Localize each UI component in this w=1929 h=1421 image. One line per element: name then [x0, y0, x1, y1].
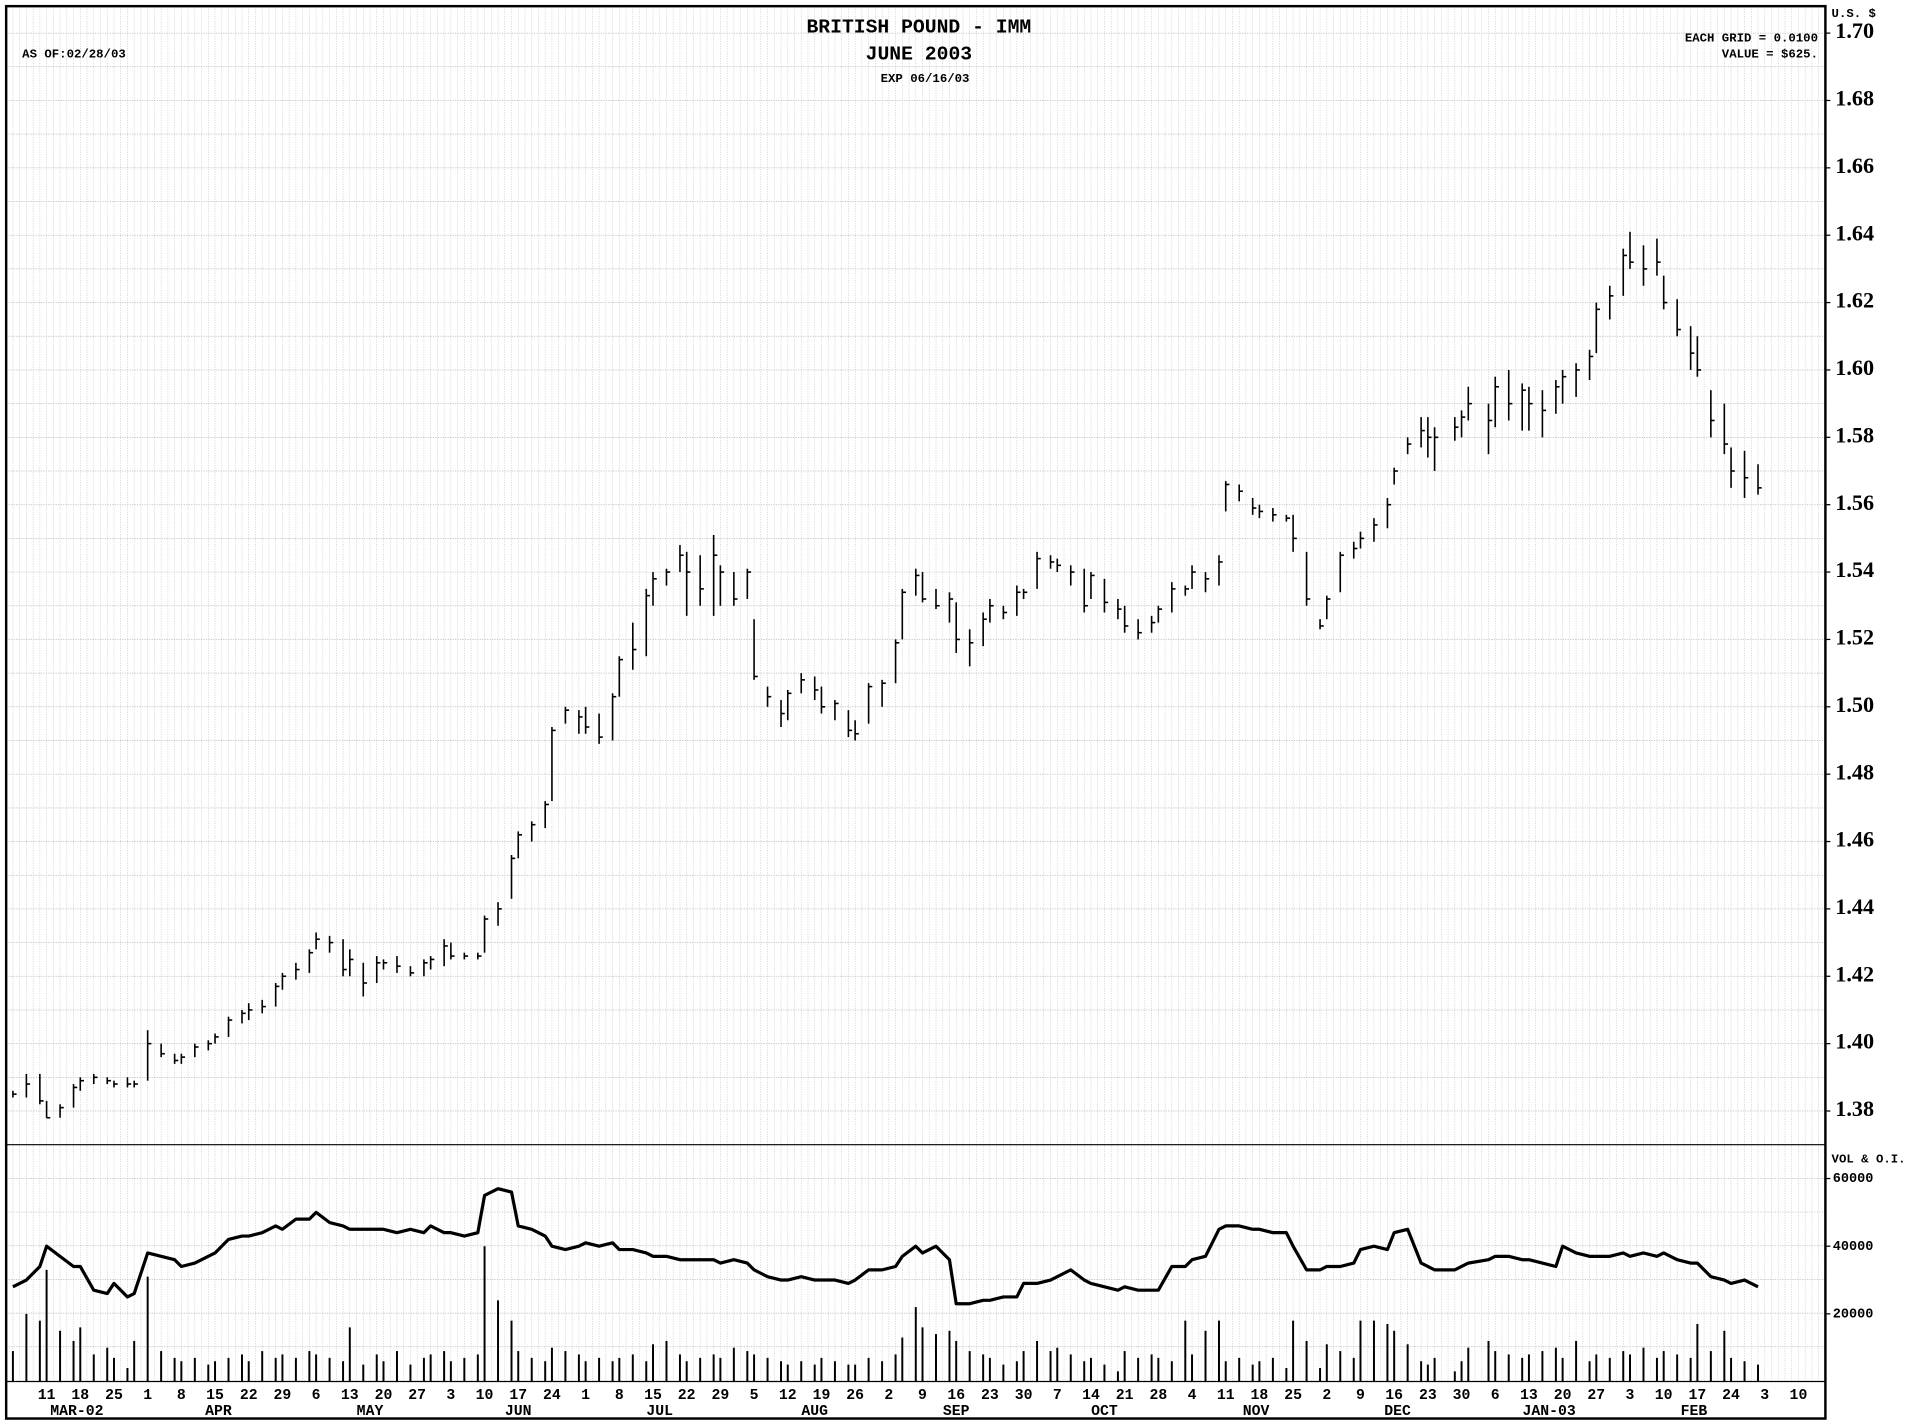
- x-tick-label: 9: [918, 1388, 927, 1404]
- open-interest-line: [12, 1187, 1759, 1306]
- month-label: JUN: [505, 1404, 532, 1420]
- y-tick-label: 1.42: [1835, 961, 1874, 986]
- x-tick-label: 29: [712, 1388, 730, 1404]
- x-tick-label: 20: [1554, 1388, 1572, 1404]
- volume-tick-label: 60000: [1833, 1172, 1874, 1187]
- y-tick-label: 1.54: [1835, 557, 1874, 582]
- month-label: DEC: [1384, 1404, 1411, 1420]
- x-tick-label: 4: [1188, 1388, 1197, 1404]
- x-tick-label: 3: [1760, 1388, 1769, 1404]
- x-tick-label: 15: [206, 1388, 224, 1404]
- volume-label: VOL & O.I.: [1832, 1153, 1906, 1167]
- x-tick-label: 21: [1116, 1388, 1134, 1404]
- x-tick-label: 2: [1322, 1388, 1331, 1404]
- x-tick-label: 24: [1722, 1388, 1740, 1404]
- x-tick-label: 13: [341, 1388, 359, 1404]
- y-tick-label: 1.44: [1835, 894, 1874, 919]
- marks: [11, 231, 1762, 1382]
- x-tick-label: 20: [375, 1388, 393, 1404]
- x-tick-label: 17: [1688, 1388, 1706, 1404]
- x-tick-label: 14: [1082, 1388, 1100, 1404]
- y-tick-label: 1.58: [1835, 422, 1874, 447]
- x-tick-label: 8: [615, 1388, 624, 1404]
- x-tick-label: 16: [1385, 1388, 1403, 1404]
- x-tick-label: 7: [1053, 1388, 1062, 1404]
- y-tick-label: 1.52: [1835, 625, 1874, 650]
- x-tick-label: 5: [750, 1388, 759, 1404]
- month-label: AUG: [801, 1404, 828, 1420]
- y-tick-label: 1.50: [1835, 692, 1874, 717]
- x-tick-label: 18: [71, 1388, 89, 1404]
- x-tick-label: 11: [1217, 1388, 1235, 1404]
- x-tick-label: 3: [446, 1388, 455, 1404]
- y-tick-label: 1.48: [1835, 759, 1874, 784]
- month-label: OCT: [1091, 1404, 1118, 1420]
- y-tick-label: 1.66: [1835, 153, 1874, 178]
- x-tick-label: 26: [846, 1388, 864, 1404]
- volume-tick-label: 40000: [1833, 1240, 1874, 1255]
- month-label: APR: [205, 1404, 232, 1420]
- x-tick-label: 9: [1356, 1388, 1365, 1404]
- month-label: MAY: [357, 1404, 384, 1420]
- chart-subtitle: JUNE 2003: [866, 43, 972, 65]
- x-tick-label: 8: [177, 1388, 186, 1404]
- x-tick-label: 25: [105, 1388, 123, 1404]
- x-tick-label: 18: [1251, 1388, 1269, 1404]
- grid-note: EACH GRID = 0.0100: [1685, 31, 1818, 45]
- x-tick-label: 22: [240, 1388, 258, 1404]
- x-tick-label: 22: [678, 1388, 696, 1404]
- x-tick-label: 28: [1149, 1388, 1167, 1404]
- frame: [4, 4, 1827, 1420]
- month-label: JAN-03: [1523, 1404, 1576, 1420]
- x-tick-label: 10: [476, 1388, 494, 1404]
- x-tick-label: 13: [1520, 1388, 1538, 1404]
- x-tick-label: 27: [408, 1388, 426, 1404]
- x-tick-label: 25: [1284, 1388, 1302, 1404]
- month-label: NOV: [1243, 1404, 1270, 1420]
- x-tick-label: 3: [1626, 1388, 1635, 1404]
- x-tick-label: 23: [981, 1388, 999, 1404]
- y-tick-label: 1.56: [1835, 490, 1874, 515]
- x-tick-label: 30: [1015, 1388, 1033, 1404]
- x-tick-label: 16: [947, 1388, 965, 1404]
- x-tick-label: 30: [1453, 1388, 1471, 1404]
- x-tick-label: 23: [1419, 1388, 1437, 1404]
- y-tick-label: 1.40: [1835, 1029, 1874, 1054]
- value-note: VALUE = $625.: [1722, 48, 1818, 62]
- x-tick-label: 27: [1587, 1388, 1605, 1404]
- month-label: FEB: [1681, 1404, 1708, 1420]
- x-tick-label: 29: [274, 1388, 292, 1404]
- month-label: JUL: [646, 1404, 673, 1420]
- x-tick-label: 6: [312, 1388, 321, 1404]
- volume-tick-label: 20000: [1833, 1307, 1874, 1322]
- y-axis-label: U.S. $: [1832, 7, 1876, 21]
- x-tick-label: 17: [509, 1388, 527, 1404]
- y-tick-label: 1.38: [1835, 1096, 1874, 1121]
- y-tick-label: 1.64: [1835, 220, 1874, 245]
- month-label: SEP: [943, 1404, 970, 1420]
- y-tick-label: 1.62: [1835, 288, 1874, 313]
- x-tick-label: 10: [1655, 1388, 1673, 1404]
- x-tick-label: 24: [543, 1388, 561, 1404]
- x-tick-label: 2: [884, 1388, 893, 1404]
- x-tick-label: 15: [644, 1388, 662, 1404]
- as-of-note: AS OF:02/28/03: [22, 48, 126, 62]
- x-tick-label: 10: [1790, 1388, 1808, 1404]
- x-tick-label: 11: [38, 1388, 56, 1404]
- y-tick-label: 1.68: [1835, 86, 1874, 111]
- y-tick-label: 1.70: [1835, 18, 1874, 43]
- month-label: MAR-02: [50, 1404, 103, 1420]
- y-tick-label: 1.46: [1835, 827, 1874, 852]
- y-tick-label: 1.60: [1835, 355, 1874, 380]
- x-tick-label: 6: [1491, 1388, 1500, 1404]
- x-tick-label: 1: [581, 1388, 590, 1404]
- expiry-note: EXP 06/16/03: [881, 72, 970, 86]
- x-tick-label: 19: [813, 1388, 831, 1404]
- x-tick-label: 1: [143, 1388, 152, 1404]
- chart-title: BRITISH POUND - IMM: [806, 16, 1031, 38]
- x-tick-label: 12: [779, 1388, 797, 1404]
